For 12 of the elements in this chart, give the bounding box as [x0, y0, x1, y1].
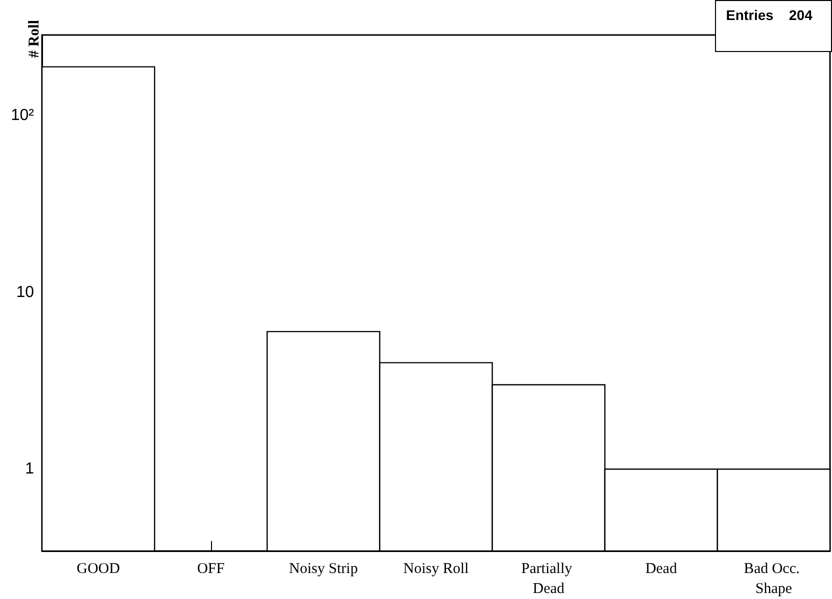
- x-tick-label: OFF: [197, 561, 225, 577]
- x-tick-label: Noisy Roll: [403, 561, 469, 577]
- x-tick-label: Dead: [645, 561, 678, 577]
- stats-box: Entries 204: [715, 0, 832, 52]
- y-tick-label: 10: [16, 284, 34, 301]
- x-tick-label: GOOD: [76, 561, 120, 577]
- x-tick-label: Partially Dead: [521, 561, 576, 597]
- y-tick-label: 1: [25, 460, 34, 478]
- y-axis-title: # Roll: [26, 20, 42, 58]
- x-tick-label: Noisy Strip: [289, 561, 358, 577]
- y-tick-label: 10²: [10, 107, 35, 124]
- x-tick-label: Bad Occ. Shape: [744, 561, 804, 597]
